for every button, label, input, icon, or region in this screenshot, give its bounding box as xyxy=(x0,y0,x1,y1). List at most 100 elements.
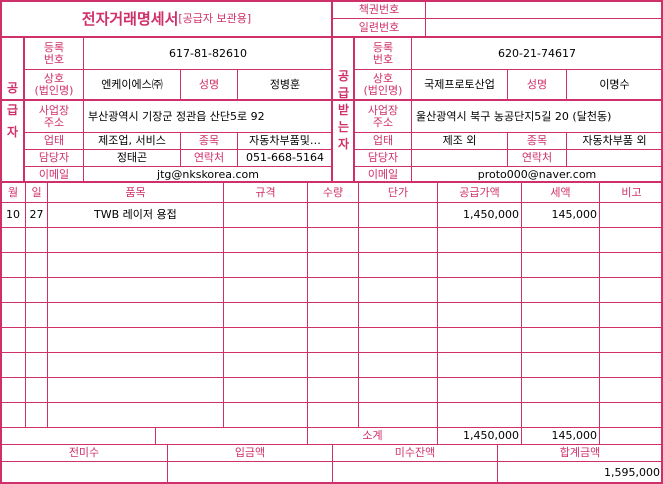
divider xyxy=(23,37,25,182)
receiver-reg-no-label: 등록 번호 xyxy=(354,37,412,70)
divider xyxy=(331,0,333,182)
item-cell xyxy=(223,252,308,278)
column-header: 공급가액 xyxy=(437,182,522,203)
item-cell xyxy=(437,302,522,328)
item-cell: 27 xyxy=(25,202,48,228)
receiver-reg-no: 620-21-74617 xyxy=(411,37,663,70)
item-cell xyxy=(599,327,663,353)
item-cell xyxy=(521,327,600,353)
item-cell xyxy=(437,402,522,428)
balance xyxy=(332,461,498,484)
item-cell xyxy=(307,352,359,378)
side-char: 는 xyxy=(337,119,350,134)
item-cell xyxy=(358,352,438,378)
item-cell xyxy=(599,277,663,303)
item-cell xyxy=(358,252,438,278)
item-cell xyxy=(437,227,522,253)
receiver-phone xyxy=(566,149,663,167)
receiver-business-type: 제조 외 xyxy=(411,132,508,150)
receiver-company: 국제프로토산업 xyxy=(411,69,508,101)
item-cell xyxy=(25,352,48,378)
item-cell xyxy=(47,352,224,378)
label-line: 주소 xyxy=(43,115,65,129)
item-cell xyxy=(25,377,48,403)
item-cell xyxy=(223,352,308,378)
item-cell xyxy=(599,377,663,403)
label-line: 번호 xyxy=(372,52,394,66)
label-line: 상호 xyxy=(372,72,394,85)
item-cell xyxy=(47,252,224,278)
supplier-company: 엔케이에스㈜ xyxy=(83,69,181,101)
item-cell xyxy=(307,302,359,328)
item-cell xyxy=(521,252,600,278)
item-cell xyxy=(0,227,26,253)
column-header: 월 xyxy=(0,182,26,203)
receiver-address-label: 사업장 주소 xyxy=(354,100,412,133)
column-header: 세액 xyxy=(521,182,600,203)
item-cell xyxy=(223,377,308,403)
title-main: 전자거래명세서 xyxy=(81,10,179,28)
item-cell xyxy=(521,302,600,328)
item-cell xyxy=(25,402,48,428)
side-char: 급 xyxy=(6,103,19,117)
item-cell xyxy=(0,252,26,278)
item-cell xyxy=(358,302,438,328)
subtotal-blank xyxy=(155,427,308,445)
label-line: (법인명) xyxy=(34,84,74,97)
item-cell xyxy=(307,227,359,253)
total-amount: 1,595,000 xyxy=(497,461,663,484)
item-cell xyxy=(307,327,359,353)
side-char: 받 xyxy=(337,102,350,117)
item-cell xyxy=(0,302,26,328)
title-sub: [공급자 보관용] xyxy=(178,12,252,25)
column-header: 품목 xyxy=(47,182,224,203)
book-no-value xyxy=(425,0,663,19)
label-line: 주소 xyxy=(372,115,394,129)
supplier-item-type-label: 종목 xyxy=(180,132,238,150)
serial-no-value xyxy=(425,18,663,38)
item-cell xyxy=(25,227,48,253)
column-header: 수량 xyxy=(307,182,359,203)
label-line: 사업장 xyxy=(367,103,399,117)
supplier-business-type-label: 업태 xyxy=(24,132,84,150)
subtotal-note xyxy=(599,427,663,445)
receiver-phone-label: 연락처 xyxy=(507,149,567,167)
supplier-business-type: 제조업, 서비스 xyxy=(83,132,181,150)
label-line: 등록 xyxy=(372,40,394,54)
item-cell xyxy=(437,327,522,353)
item-cell xyxy=(599,227,663,253)
item-cell xyxy=(437,352,522,378)
prev-unpaid-label: 전미수 xyxy=(0,444,168,462)
column-header: 단가 xyxy=(358,182,438,203)
item-cell xyxy=(47,227,224,253)
side-char: 공 xyxy=(337,68,350,83)
item-cell xyxy=(521,352,600,378)
prev-unpaid xyxy=(0,461,168,484)
item-cell xyxy=(437,377,522,403)
item-cell xyxy=(0,377,26,403)
supplier-item-type: 자동차부품및… xyxy=(237,132,333,150)
subtotal-label: 소계 xyxy=(307,427,438,445)
item-cell xyxy=(223,402,308,428)
column-header: 규격 xyxy=(223,182,308,203)
item-cell xyxy=(0,402,26,428)
label-line: (법인명) xyxy=(363,84,403,97)
receiver-item-type: 자동차부품 외 xyxy=(566,132,663,150)
column-header: 비고 xyxy=(599,182,663,203)
item-cell xyxy=(47,277,224,303)
item-cell xyxy=(437,252,522,278)
supplier-phone-label: 연락처 xyxy=(180,149,238,167)
item-cell xyxy=(223,302,308,328)
supplier-name-label: 성명 xyxy=(180,69,238,101)
item-cell xyxy=(599,252,663,278)
item-cell xyxy=(25,302,48,328)
item-cell xyxy=(307,252,359,278)
item-cell xyxy=(0,327,26,353)
item-cell: 1,450,000 xyxy=(437,202,522,228)
supplier-name: 정병훈 xyxy=(237,69,333,101)
item-cell xyxy=(0,277,26,303)
item-cell xyxy=(223,277,308,303)
receiver-company-label: 상호 (법인명) xyxy=(354,69,412,101)
